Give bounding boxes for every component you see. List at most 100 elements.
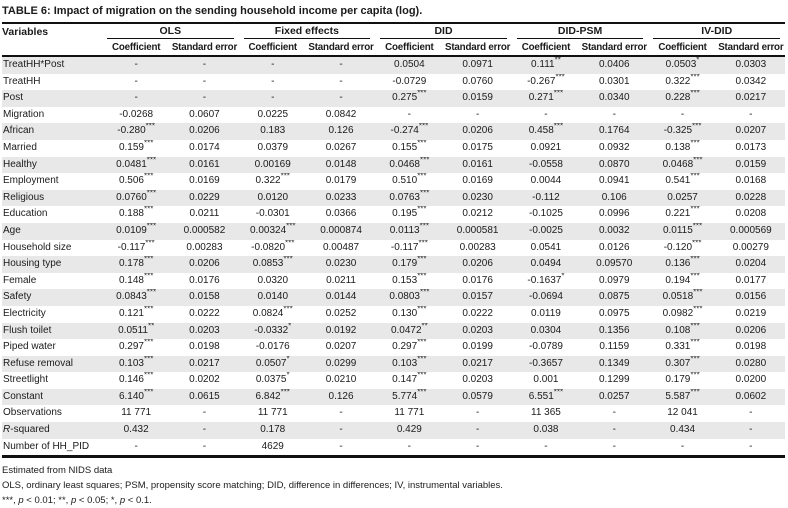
value-cell: 0.00279 <box>732 241 769 253</box>
variable-cell: Electricity <box>3 307 46 319</box>
value-cell: 0.0211 <box>326 274 356 286</box>
value-cell: - <box>612 424 616 436</box>
value-cell: 0.194*** <box>665 272 700 286</box>
value-cell: - <box>680 440 685 452</box>
value-cell: -0.117*** <box>390 239 428 253</box>
variable-cell: Household size <box>3 241 72 253</box>
variable-cell: African <box>3 125 35 137</box>
value-cell: 0.000569 <box>729 224 772 236</box>
value-cell: 0.0159 <box>462 92 493 104</box>
table-row: Number of HH_PID - - 4629 - - - - - - - <box>2 439 785 457</box>
variables-column-header: Variables <box>2 26 49 38</box>
value-cell: - <box>749 424 753 436</box>
subheader-iv-did-standard-error: Standard error <box>718 41 784 53</box>
variable-cell: TreatHH*Post <box>3 59 65 70</box>
variable-cell: Religious <box>3 191 45 203</box>
value-cell: - <box>339 424 343 436</box>
value-cell: 0.0168 <box>735 175 767 187</box>
value-cell: - <box>612 108 616 120</box>
subheader-iv-did-coefficient: Coefficient <box>658 41 707 53</box>
table-row: TreatHH - - - - -0.0729 0.0760 -0.267*** 0.0301 0… <box>2 74 785 91</box>
value-cell: 0.0803*** <box>389 289 430 303</box>
table-row: Electricity 0.121*** 0.0222 0.0824*** 0.0252… <box>2 306 785 323</box>
value-cell: 0.0176 <box>462 274 493 286</box>
subheader-did-psm-coefficient: Coefficient <box>521 41 571 53</box>
table-row: R-squared 0.432 - 0.178 - 0.429 - 0.038 - 0.434 - <box>2 422 785 439</box>
value-cell: 0.275*** <box>392 90 427 104</box>
group-header-iv-did: IV-DID <box>648 24 785 39</box>
value-cell: 0.0206 <box>189 125 220 137</box>
table-row: Education 0.188*** 0.0211 -0.0301 0.0366 0.19… <box>2 206 785 223</box>
value-cell: 0.179*** <box>392 256 427 270</box>
value-cell: 0.0120 <box>257 191 289 203</box>
value-cell: 0.178 <box>260 424 286 436</box>
subheader-fixed-effects-coefficient: Coefficient <box>248 41 298 53</box>
value-cell: 0.0941 <box>598 175 630 187</box>
value-cell: 0.0206 <box>462 125 493 137</box>
value-cell: 0.0230 <box>462 191 493 203</box>
value-cell: 0.0203 <box>462 374 493 386</box>
variable-cell: Observations <box>3 407 62 419</box>
value-cell: 0.103*** <box>392 355 427 369</box>
value-cell: 0.0379 <box>257 141 289 153</box>
variable-cell: Number of HH_PID <box>3 440 90 452</box>
value-cell: - <box>271 92 275 104</box>
value-cell: 0.0199 <box>462 341 493 353</box>
value-cell: 0.153*** <box>392 272 427 286</box>
value-cell: 0.00283 <box>186 241 223 253</box>
value-cell: 0.0148 <box>325 158 357 170</box>
value-cell: 0.0301 <box>598 75 630 87</box>
value-cell: -0.0025 <box>528 224 563 236</box>
value-cell: 0.0229 <box>189 191 220 203</box>
table-head: Variables OLS Fixed effects DID DID-PSM IV-DI… <box>2 24 785 56</box>
value-cell: - <box>134 92 138 104</box>
value-cell: 0.0982*** <box>662 305 703 319</box>
value-cell: - <box>339 75 343 87</box>
value-cell: 6.140*** <box>118 388 154 402</box>
value-cell: 0.297*** <box>118 339 154 353</box>
value-cell: 5.774*** <box>392 388 427 402</box>
value-cell: 0.0169 <box>462 175 493 187</box>
value-cell: 0.0200 <box>735 374 767 386</box>
value-cell: -0.120*** <box>663 239 702 253</box>
value-cell: 0.0921 <box>530 141 562 153</box>
footnote-line: OLS, ordinary least squares; PSM, propen… <box>2 480 503 492</box>
value-cell: 0.0119 <box>531 307 561 319</box>
value-cell: 0.0203 <box>189 324 220 336</box>
value-cell: - <box>202 424 207 436</box>
value-cell: 0.0140 <box>257 291 289 303</box>
value-cell: 0.0971 <box>462 59 493 70</box>
value-cell: - <box>339 59 343 70</box>
value-cell: 0.0174 <box>189 141 220 153</box>
value-cell: 0.0115*** <box>662 222 703 236</box>
value-cell: -0.0729 <box>392 75 427 87</box>
value-cell: 0.0280 <box>735 357 767 369</box>
value-cell: -0.0694 <box>528 291 563 303</box>
value-cell: 0.0366 <box>325 208 357 220</box>
value-cell: 0.0206 <box>189 258 220 270</box>
value-cell: - <box>475 108 480 120</box>
value-cell: 11 365 <box>531 407 561 419</box>
value-cell: - <box>339 92 343 104</box>
value-cell: 0.0032 <box>598 224 630 236</box>
value-cell: 0.00169 <box>254 158 291 170</box>
value-cell: 0.146*** <box>118 372 154 386</box>
value-cell: - <box>749 108 753 120</box>
value-cell: 0.0198 <box>735 341 767 353</box>
value-cell: 0.0579 <box>462 390 493 402</box>
value-cell: 0.0161 <box>462 158 493 170</box>
value-cell: 0.0996 <box>598 208 630 220</box>
value-cell: 0.0304 <box>530 324 562 336</box>
value-cell: 0.0144 <box>325 291 357 303</box>
value-cell: 0.0518*** <box>662 289 703 303</box>
value-cell: 0.0179 <box>325 175 357 187</box>
table-row: Flush toilet 0.0511** 0.0203 -0.0332* 0.0192… <box>2 322 785 340</box>
value-cell: 0.0472** <box>390 322 428 336</box>
value-cell: 0.1356 <box>598 324 630 336</box>
value-cell: 0.0175 <box>462 141 493 153</box>
variable-cell: Streetlight <box>3 374 49 386</box>
value-cell: 0.0210 <box>325 374 357 386</box>
value-cell: 0.0211 <box>189 208 220 220</box>
subheader-did-coefficient: Coefficient <box>385 41 434 53</box>
value-cell: 0.00283 <box>459 241 496 253</box>
